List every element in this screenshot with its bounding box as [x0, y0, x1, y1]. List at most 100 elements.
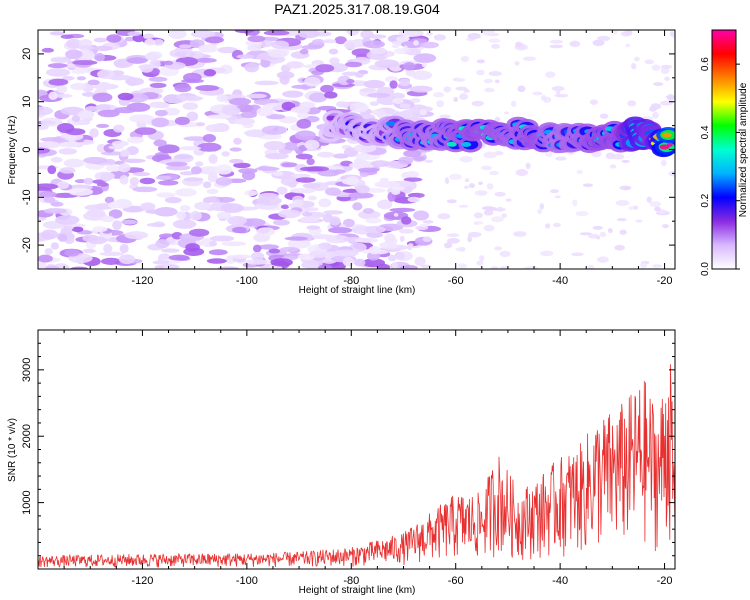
heatmap-cell [163, 60, 174, 66]
heatmap-cell [363, 79, 386, 89]
heatmap-cell [579, 232, 592, 236]
heatmap-cell [362, 258, 386, 268]
y-tick-label: 0 [21, 146, 33, 152]
heatmap-cell [491, 216, 504, 223]
heatmap-cell [576, 169, 583, 175]
heatmap-cell [89, 128, 99, 138]
heatmap-cell [124, 231, 149, 240]
heatmap-cell [96, 182, 109, 187]
heatmap-cell [368, 34, 387, 39]
colorbar-gradient [711, 29, 737, 270]
heatmap-cell [499, 250, 511, 258]
heatmap-cell [294, 130, 316, 141]
heatmap-cell [398, 30, 424, 37]
heatmap-cell [234, 30, 254, 34]
heatmap-cell [165, 165, 191, 171]
heatmap-cell [202, 133, 216, 143]
heatmap-cell [220, 203, 244, 213]
heatmap-cell [407, 196, 421, 203]
heatmap-cell [44, 248, 53, 255]
heatmap-cell [241, 218, 266, 227]
heatmap-cell [119, 243, 129, 254]
heatmap-cell [370, 160, 390, 168]
heatmap-cell [318, 242, 333, 251]
heatmap-cell [63, 158, 85, 168]
colorbar: 0.0 0.2 0.4 0.6 Normalized spectral amplitu… [700, 29, 749, 276]
heatmap-cell [290, 106, 309, 114]
heatmap-cell [100, 172, 113, 182]
heatmap-cell [457, 263, 468, 269]
heatmap-cell [122, 158, 146, 163]
heatmap-cell [571, 252, 584, 257]
heatmap-cell [401, 216, 412, 225]
x-tick-label: -20 [657, 575, 673, 587]
heatmap-cell [479, 255, 485, 262]
heatmap-cell [38, 254, 53, 263]
heatmap-cell [247, 44, 262, 52]
chart-title: PAZ1.2025.317.08.19.G04 [274, 1, 440, 17]
heatmap-cell [216, 211, 232, 220]
heatmap-cell [71, 69, 87, 74]
heatmap-cell [410, 98, 421, 103]
heatmap-cell [403, 45, 408, 52]
snr-y-label: SNR (10 * v/v) [7, 418, 18, 482]
heatmap-cell [88, 208, 106, 218]
heatmap-cell [173, 153, 194, 164]
heatmap-cell [552, 222, 561, 228]
heatmap-cell [443, 86, 452, 93]
heatmap-cell [153, 139, 167, 147]
heatmap-cell [317, 151, 335, 158]
heatmap-cell [190, 166, 202, 175]
heatmap-cell [292, 199, 304, 207]
heatmap-cell [413, 156, 425, 161]
heatmap-cell [209, 235, 235, 242]
heatmap-cell [333, 249, 359, 257]
heatmap-cell [367, 92, 390, 98]
heatmap-cell [342, 256, 355, 267]
heatmap-cell [413, 210, 430, 221]
heatmap-cell [304, 76, 321, 87]
heatmap-cell [65, 49, 83, 60]
heatmap-cell [93, 45, 113, 52]
heatmap-cell [377, 199, 393, 210]
heatmap-cell [646, 196, 652, 203]
heatmap-cell [413, 40, 419, 46]
heatmap-cell [420, 264, 432, 268]
heatmap-cell [504, 111, 510, 115]
heatmap-cell [295, 177, 316, 183]
heatmap-cell [221, 151, 230, 157]
heatmap-cell [334, 36, 347, 45]
heatmap-cell [281, 162, 298, 168]
heatmap-cell [605, 152, 615, 160]
y-tick-label: -10 [21, 189, 33, 205]
heatmap-cell [549, 44, 564, 49]
heatmap-cell [49, 31, 65, 36]
heatmap-cell [328, 48, 339, 55]
heatmap-cell [322, 39, 337, 44]
heatmap-cell [464, 185, 469, 189]
heatmap-cell [362, 207, 375, 214]
heatmap-cell [532, 91, 543, 96]
heatmap-cell [572, 199, 578, 207]
heatmap-cell [70, 82, 87, 91]
heatmap-cell [402, 61, 416, 71]
heatmap-cell [355, 72, 364, 78]
heatmap-cell [343, 39, 359, 50]
heatmap-cell [186, 111, 199, 122]
spectrogram-x-label: Height of straight line (km) [299, 285, 416, 296]
heatmap-cell [494, 246, 502, 251]
heatmap-cell [476, 69, 485, 76]
heatmap-cell [468, 183, 475, 189]
heatmap-cell [55, 215, 80, 225]
heatmap-cell [99, 251, 125, 256]
heatmap-cell [323, 210, 344, 215]
heatmap-cell [84, 204, 108, 211]
heatmap-cell [421, 62, 428, 68]
heatmap-cell [229, 147, 242, 152]
heatmap-cell [162, 94, 187, 104]
heatmap-cell [333, 153, 349, 159]
heatmap-cell [391, 44, 400, 49]
heatmap-cell [473, 221, 479, 225]
heatmap-cell [120, 149, 130, 157]
